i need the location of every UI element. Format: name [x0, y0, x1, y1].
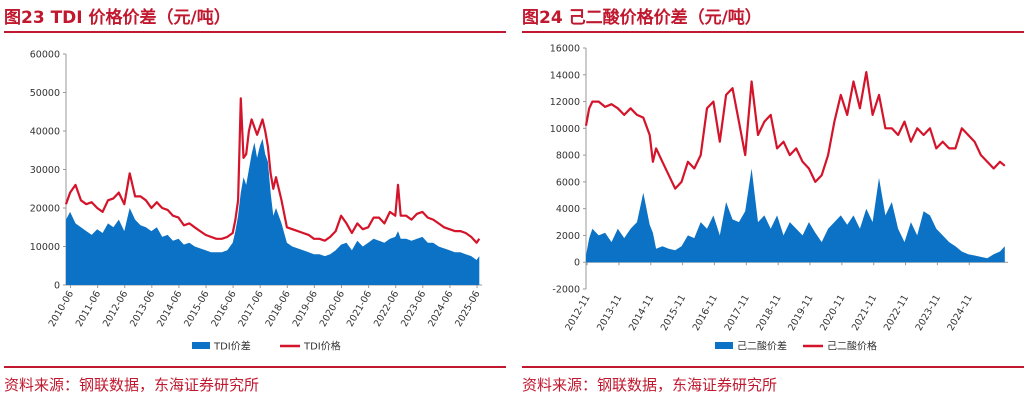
x-tick-label: 2017-06	[236, 289, 265, 329]
legend-label: 己二酸价差	[737, 340, 787, 353]
x-tick-label: 2014-06	[155, 289, 184, 329]
legend: TDI价差 TDI价格	[192, 340, 341, 353]
chart-panel-adipic-acid: 图24 己二酸价格价差（元/吨） -2000 0 2000 4000 6000 8000 1…	[522, 0, 1028, 400]
y-tick-label: 12000	[550, 97, 580, 108]
x-tick-label: 2016-06	[209, 289, 238, 329]
title-divider	[4, 31, 506, 33]
chart-title: 图24 己二酸价格价差（元/吨）	[522, 8, 762, 28]
y-tick-label: 6000	[556, 177, 580, 188]
x-tick-label: 2021-06	[345, 289, 374, 329]
x-tick-label: 2025-06	[453, 289, 482, 329]
y-tick-label: 50000	[30, 88, 60, 99]
y-tick-label: 40000	[30, 127, 60, 138]
series-line-price	[64, 97, 481, 244]
x-tick-label: 2019-11	[786, 293, 815, 333]
series-line-price	[584, 71, 1006, 190]
x-tick-label: 2012-06	[101, 289, 130, 329]
x-tick-label: 2019-06	[291, 289, 320, 329]
y-tick-label: 30000	[30, 165, 60, 176]
y-tick-label: 8000	[556, 151, 580, 162]
x-tick-label: 2018-11	[754, 293, 783, 333]
y-tick-label: -2000	[552, 285, 580, 296]
y-tick-label: 14000	[550, 70, 580, 81]
x-tick-label: 2024-11	[945, 293, 974, 333]
y-tick-label: 16000	[550, 44, 580, 55]
x-tick-label: 2023-06	[399, 289, 428, 329]
legend-label: 己二酸价格	[827, 340, 877, 353]
x-tick-label: 2014-11	[627, 293, 656, 333]
legend-label: TDI价格	[303, 340, 341, 353]
x-tick-label: 2015-11	[659, 293, 688, 333]
y-tick-label: 0	[574, 258, 580, 269]
x-tick-label: 2016-11	[691, 293, 720, 333]
y-tick-label: 20000	[30, 204, 60, 215]
x-tick-label: 2022-06	[372, 289, 401, 329]
source-note: 资料来源：钢联数据，东海证券研究所	[522, 376, 778, 394]
x-tick-label: 2023-11	[914, 293, 943, 333]
x-tick-label: 2011-06	[74, 289, 103, 329]
x-tick-label: 2024-06	[426, 289, 455, 329]
y-tick-label: 10000	[30, 242, 60, 253]
x-tick-label: 2010-06	[47, 289, 76, 329]
x-tick-label: 2017-11	[723, 293, 752, 333]
x-tick-label: 2018-06	[264, 289, 293, 329]
legend: 己二酸价差 己二酸价格	[715, 340, 877, 353]
source-note: 资料来源：钢联数据，东海证券研究所	[4, 376, 260, 394]
title-divider	[522, 31, 1024, 33]
y-tick-label: 10000	[550, 124, 580, 135]
tdi-chart: 01000020000300004000050000600002010-0620…	[30, 50, 483, 353]
source-divider	[4, 366, 506, 368]
series-area-spread	[66, 138, 480, 285]
y-tick-label: 4000	[556, 204, 580, 215]
x-tick-label: 2021-11	[850, 293, 879, 333]
x-tick-label: 2022-11	[882, 293, 911, 333]
x-tick-label: 2020-06	[318, 289, 347, 329]
source-divider	[522, 366, 1024, 368]
chart-title: 图23 TDI 价格价差（元/吨）	[4, 8, 231, 28]
legend-swatch-area	[715, 342, 733, 349]
x-tick-label: 2020-11	[818, 293, 847, 333]
x-tick-label: 2013-11	[595, 293, 624, 333]
chart-panel-tdi: 图23 TDI 价格价差（元/吨） 0 10000 20000 30000 40000 5…	[4, 0, 510, 400]
series-area-spread	[586, 168, 1005, 263]
y-tick-label: 60000	[30, 50, 60, 61]
legend-label: TDI价差	[213, 340, 251, 353]
y-tick-label: 0	[54, 281, 60, 292]
x-tick-label: 2012-11	[563, 293, 592, 333]
y-tick-label: 2000	[556, 231, 580, 242]
adipic-acid-chart: -2000 0 2000 4000 6000 8000 10000 12000 14000 160…	[550, 44, 1008, 353]
x-tick-label: 2013-06	[128, 289, 157, 329]
legend-swatch-area	[192, 342, 210, 349]
x-tick-label: 2015-06	[182, 289, 211, 329]
